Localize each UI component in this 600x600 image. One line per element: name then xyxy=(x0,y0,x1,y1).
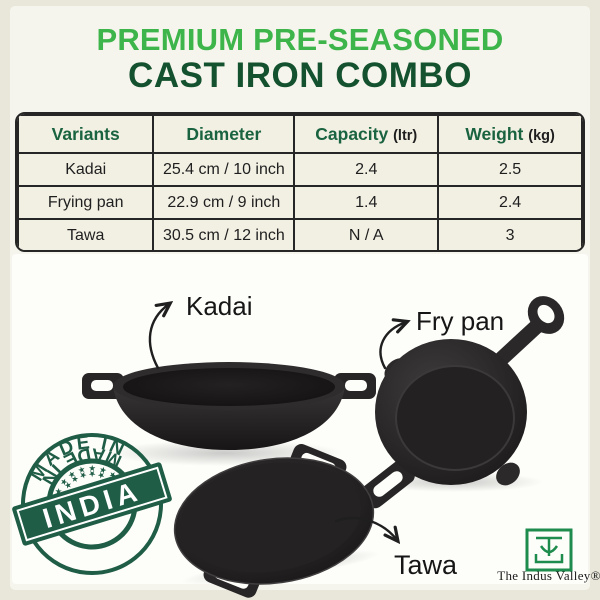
title-line2: CAST IRON COMBO xyxy=(128,56,472,95)
cell-capacity: 2.4 xyxy=(293,152,440,187)
frypan-callout-arrow xyxy=(379,322,406,370)
cell-variant: Kadai xyxy=(17,152,155,187)
tawa-callout-arrow xyxy=(334,516,397,540)
kadai-interior xyxy=(123,368,335,406)
kadai-left-handle xyxy=(82,373,124,399)
frypan-floor xyxy=(395,365,515,471)
col-header-weight: Weight (kg) xyxy=(437,114,583,154)
brand-name: The Indus Valley® xyxy=(497,568,600,583)
cell-weight: 2.4 xyxy=(437,185,583,220)
frypan-helper-handle xyxy=(361,459,415,509)
kadai-callout-arrow xyxy=(148,304,169,370)
tawa-label: Tawa xyxy=(394,550,458,580)
cell-capacity: 1.4 xyxy=(293,185,440,220)
cell-capacity: N / A xyxy=(293,218,440,250)
table-row-tawa: Tawa 30.5 cm / 12 inch N / A 3 xyxy=(17,218,583,250)
title-line1: PREMIUM PRE-SEASONED xyxy=(96,22,504,57)
cell-diameter: 25.4 cm / 10 inch xyxy=(152,152,296,187)
cell-weight: 2.5 xyxy=(437,152,583,187)
frypan-product-image xyxy=(361,296,565,509)
col-header-diameter: Diameter xyxy=(152,114,296,154)
table-row-frying-pan: Frying pan 22.9 cm / 9 inch 1.4 2.4 xyxy=(17,185,583,220)
indus-valley-logo-icon xyxy=(525,528,573,572)
col-header-capacity: Capacity (ltr) xyxy=(293,114,440,154)
made-in-india-stamp: MADE IN MADE IN ★ ★ ★ ★ ★ ★ ★ ★ ★ ★ ★ ★ … xyxy=(12,419,172,575)
tawa-product-image xyxy=(173,444,380,598)
tawa-surface xyxy=(180,462,361,573)
kadai-right-handle xyxy=(334,373,376,399)
spec-table: Variants Diameter Capacity (ltr) Weight … xyxy=(15,112,585,252)
cell-variant: Tawa xyxy=(17,218,155,250)
cell-variant: Frying pan xyxy=(17,185,155,220)
spec-table-header-row: Variants Diameter Capacity (ltr) Weight … xyxy=(17,114,583,154)
frypan-rear-tab xyxy=(496,462,520,486)
frypan-handle xyxy=(490,296,565,370)
kadai-label: Kadai xyxy=(186,291,253,321)
cell-diameter: 22.9 cm / 9 inch xyxy=(152,185,296,220)
kadai-product-image xyxy=(82,362,376,466)
frypan-label: Fry pan xyxy=(416,306,505,336)
cell-diameter: 30.5 cm / 12 inch xyxy=(152,218,296,250)
table-row-kadai: Kadai 25.4 cm / 10 inch 2.4 2.5 xyxy=(17,152,583,187)
col-header-variants: Variants xyxy=(17,114,155,154)
cell-weight: 3 xyxy=(437,218,583,250)
